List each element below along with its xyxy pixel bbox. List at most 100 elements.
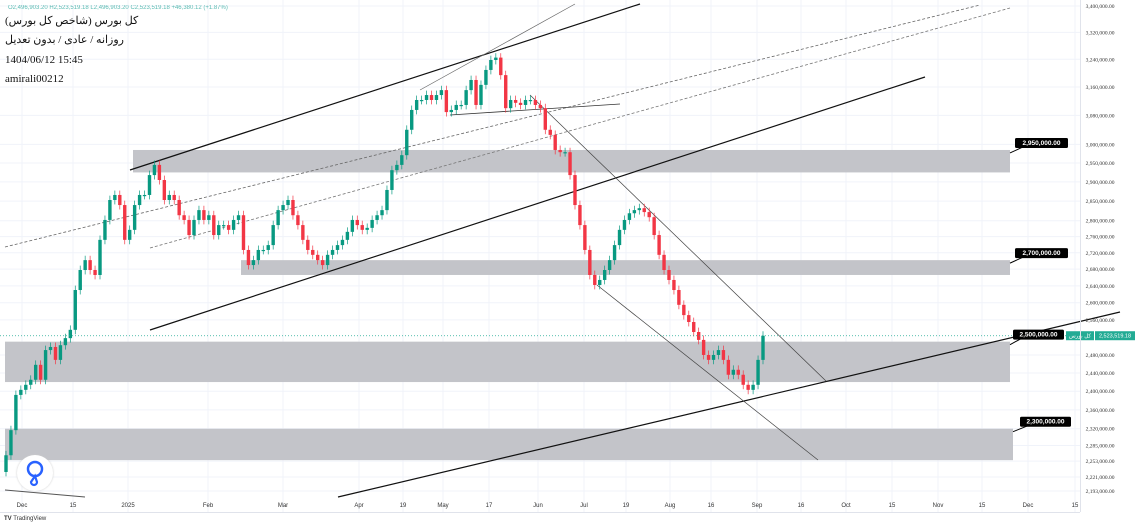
candle-body xyxy=(226,225,231,230)
candle-body xyxy=(617,229,622,246)
x-tick-label: Nov xyxy=(933,503,944,509)
candle-body xyxy=(602,270,607,280)
tradingview-brand[interactable]: TV TradingView xyxy=(4,516,47,522)
logo-icon[interactable] xyxy=(17,455,53,491)
candle-body xyxy=(182,215,186,220)
candle-body xyxy=(518,102,523,105)
y-tick-label: 2,221,000.00 xyxy=(1086,475,1115,481)
candle-body xyxy=(231,219,236,230)
candle-body xyxy=(251,260,256,266)
candle-body xyxy=(98,239,102,275)
neckline[interactable] xyxy=(449,103,621,116)
candle-body xyxy=(647,212,651,218)
candle-body xyxy=(523,99,528,105)
dashed-trend-line-2[interactable] xyxy=(149,7,1011,249)
candle-body xyxy=(271,225,275,246)
candle-body xyxy=(132,205,137,230)
candle-body xyxy=(311,249,315,255)
price-zone[interactable] xyxy=(5,428,1013,461)
candle-body xyxy=(345,231,350,240)
support-resistance-zones xyxy=(5,149,1013,461)
candle-body xyxy=(212,215,216,236)
candle-body xyxy=(187,219,191,236)
candle-body xyxy=(474,79,478,105)
candle-body xyxy=(14,394,18,431)
x-tick-label: 16 xyxy=(708,503,715,509)
descending-line-upper[interactable] xyxy=(529,94,827,382)
price-zone[interactable] xyxy=(241,260,1010,275)
candle-body xyxy=(642,208,646,213)
y-tick-label: 2,600,000.00 xyxy=(1086,301,1115,307)
candle-body xyxy=(583,225,587,250)
candle-body xyxy=(489,59,493,70)
interval-label: روزانه / عادی / بدون تعدیل xyxy=(5,34,124,46)
candle-body xyxy=(637,208,642,211)
trend-line-lower-channel[interactable] xyxy=(337,311,1121,498)
trend-line-upper-channel[interactable] xyxy=(129,3,641,171)
candle-body xyxy=(593,274,597,285)
candle-body xyxy=(63,338,68,346)
candle-body xyxy=(142,194,147,197)
candle-body xyxy=(494,57,498,60)
descending-line-lower[interactable] xyxy=(596,284,819,461)
y-tick-label: 2,680,000.00 xyxy=(1086,267,1115,273)
candle-body xyxy=(335,245,340,250)
candle-body xyxy=(627,213,632,220)
candle-body xyxy=(696,332,701,340)
time-axis[interactable]: Dec 15 2025 Feb Mar Apr 19 May 17 Jun Jul 19 Aug 16 Se… xyxy=(17,503,1079,509)
trend-line-mid-channel[interactable] xyxy=(149,76,926,331)
candle-body xyxy=(380,210,384,216)
candle-body xyxy=(449,109,453,113)
x-tick-label: Dec xyxy=(17,503,28,509)
x-tick-label: Mar xyxy=(278,503,288,509)
candle-body xyxy=(167,194,171,200)
candle-body xyxy=(78,270,82,291)
candle-body xyxy=(677,290,681,305)
callout-box[interactable] xyxy=(1015,137,1068,148)
last-price-value: 2,523,519.18 xyxy=(1099,334,1131,340)
candle-body xyxy=(152,164,157,176)
candle-body xyxy=(350,219,355,232)
candle-body xyxy=(662,254,666,271)
y-tick-label: 2,800,000.00 xyxy=(1086,219,1115,225)
author-label: amirali00212 xyxy=(5,73,64,85)
candle-body xyxy=(147,175,152,195)
candle-body xyxy=(682,304,686,316)
x-tick-label: Apr xyxy=(354,503,363,509)
candle-body xyxy=(632,210,637,214)
candle-body xyxy=(281,205,285,211)
candle-body xyxy=(701,339,706,355)
candle-body xyxy=(29,379,33,385)
y-tick-label: 3,160,000.00 xyxy=(1086,85,1115,91)
candle-body xyxy=(400,155,404,165)
candle-body xyxy=(340,239,345,246)
candle-body xyxy=(53,346,58,360)
candle-body xyxy=(177,199,181,216)
candle-body xyxy=(504,75,508,109)
y-tick-label: 2,720,000.00 xyxy=(1086,251,1115,257)
trend-line-short[interactable] xyxy=(4,489,86,498)
candle-body xyxy=(246,249,251,266)
price-zone[interactable] xyxy=(5,341,1010,383)
candle-body xyxy=(716,350,721,355)
candle-body xyxy=(424,95,429,100)
candles xyxy=(4,53,765,477)
candle-body xyxy=(692,322,696,333)
thin-line-top[interactable] xyxy=(419,3,576,91)
callout-box[interactable] xyxy=(1013,329,1064,340)
candle-body xyxy=(266,245,270,250)
candle-body xyxy=(563,152,567,154)
candle-body xyxy=(499,57,503,76)
dashed-trend-line-1[interactable] xyxy=(4,4,981,248)
candle-body xyxy=(192,219,196,236)
price-axis[interactable]: 3,400,000.00 3,320,000.00 3,240,000.00 3,16… xyxy=(1086,4,1115,495)
candle-body xyxy=(538,104,543,109)
callout-box[interactable] xyxy=(1015,248,1068,259)
callout-label: 2,500,000.00 xyxy=(1020,332,1058,339)
candle-body xyxy=(261,249,265,252)
candle-body xyxy=(162,180,167,200)
callout-box[interactable] xyxy=(1020,416,1071,427)
candle-body xyxy=(429,95,434,100)
x-tick-label: 15 xyxy=(70,503,77,509)
